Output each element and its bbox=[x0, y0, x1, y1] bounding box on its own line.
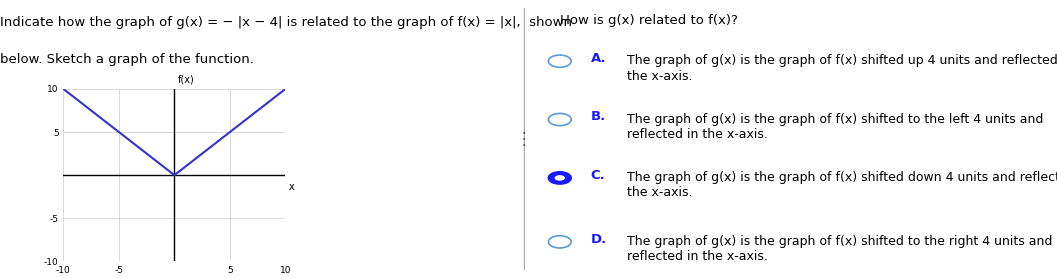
Text: C.: C. bbox=[591, 169, 606, 182]
Text: x: x bbox=[289, 182, 295, 192]
Text: The graph of g(x) is the graph of f(x) shifted to the right 4 units and: The graph of g(x) is the graph of f(x) s… bbox=[627, 235, 1053, 248]
Text: reflected in the x-axis.: reflected in the x-axis. bbox=[627, 128, 768, 141]
Text: reflected in the x-axis.: reflected in the x-axis. bbox=[627, 250, 768, 263]
Text: The graph of g(x) is the graph of f(x) shifted up 4 units and reflected in: The graph of g(x) is the graph of f(x) s… bbox=[627, 54, 1057, 67]
Text: ⋮: ⋮ bbox=[516, 130, 533, 148]
Text: below. Sketch a graph of the function.: below. Sketch a graph of the function. bbox=[0, 53, 254, 66]
Text: A.: A. bbox=[591, 52, 607, 65]
Text: the x-axis.: the x-axis. bbox=[627, 70, 692, 83]
Text: B.: B. bbox=[591, 110, 606, 123]
Text: f(x): f(x) bbox=[178, 75, 194, 85]
Text: the x-axis.: the x-axis. bbox=[627, 186, 692, 199]
Circle shape bbox=[555, 175, 565, 181]
Text: D.: D. bbox=[591, 233, 607, 245]
Text: The graph of g(x) is the graph of f(x) shifted down 4 units and reflected in: The graph of g(x) is the graph of f(x) s… bbox=[627, 171, 1057, 184]
Circle shape bbox=[549, 172, 571, 184]
Text: The graph of g(x) is the graph of f(x) shifted to the left 4 units and: The graph of g(x) is the graph of f(x) s… bbox=[627, 113, 1043, 126]
Text: Indicate how the graph of g(x) = − |x − 4| is related to the graph of f(x) = |x|: Indicate how the graph of g(x) = − |x − … bbox=[0, 16, 572, 29]
Text: How is g(x) related to f(x)?: How is g(x) related to f(x)? bbox=[560, 14, 738, 27]
